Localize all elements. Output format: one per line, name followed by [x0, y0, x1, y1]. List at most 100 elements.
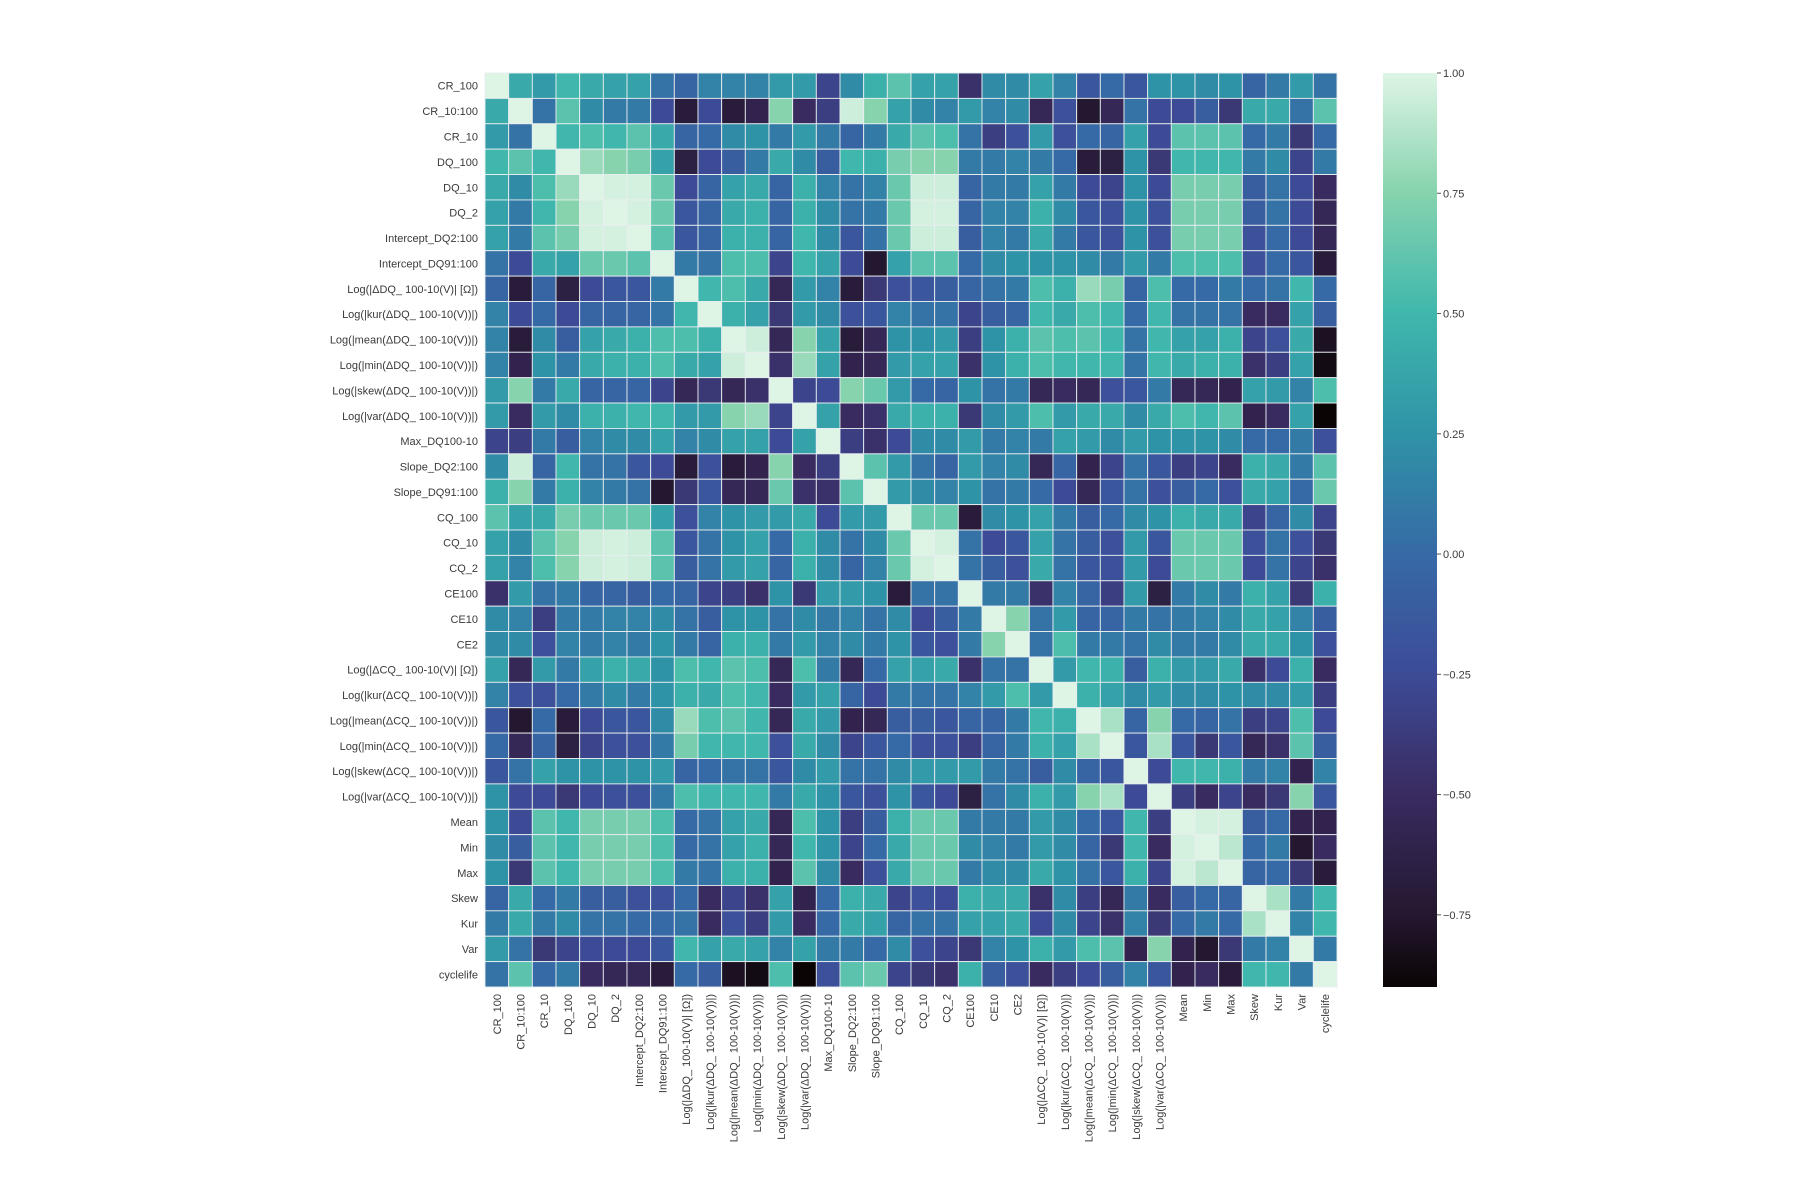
heatmap-cell [484, 453, 510, 480]
heatmap-cell [839, 326, 865, 353]
heatmap-cell [555, 631, 581, 658]
heatmap-cell [1312, 224, 1338, 252]
heatmap-cell [673, 326, 699, 353]
heatmap-cell [1028, 935, 1054, 963]
heatmap-cell [555, 224, 581, 252]
heatmap-cell [555, 301, 581, 328]
heatmap-cell [1123, 97, 1149, 125]
row-label: CE2 [457, 639, 478, 651]
heatmap-cell [1147, 758, 1172, 785]
heatmap-cell [1241, 783, 1267, 810]
heatmap-cell [1028, 148, 1054, 176]
heatmap-cell [863, 224, 888, 252]
heatmap-cell [1005, 732, 1030, 759]
row-label: Max [457, 868, 478, 880]
heatmap-cell [1052, 808, 1078, 836]
heatmap-cell [1123, 884, 1149, 912]
heatmap-cell [815, 97, 841, 125]
heatmap-cell [697, 72, 723, 99]
heatmap-cell [1194, 580, 1220, 607]
heatmap-cell [579, 961, 604, 988]
heatmap-cell [1099, 758, 1125, 785]
heatmap-cell [744, 707, 770, 734]
heatmap-cell [910, 732, 936, 759]
row-label: Log(|kur(ΔDQ_ 100-10(V))|) [342, 309, 478, 321]
heatmap-cell [1289, 808, 1314, 836]
heatmap-cell [555, 580, 581, 607]
heatmap-cell [508, 453, 533, 480]
heatmap-cell [1076, 808, 1101, 836]
heatmap-cell [1123, 859, 1149, 886]
heatmap-cell [531, 97, 557, 125]
heatmap-cell [1005, 250, 1030, 277]
heatmap-cell [1241, 884, 1267, 912]
heatmap-cell [910, 275, 936, 302]
heatmap-cell [1194, 884, 1220, 912]
heatmap-cell [981, 377, 1007, 404]
heatmap-cell [957, 123, 983, 150]
heatmap-cell [768, 631, 794, 658]
heatmap-cell [839, 97, 865, 125]
heatmap-cell [531, 834, 557, 861]
heatmap-cell [1241, 631, 1267, 658]
heatmap-cell [1194, 402, 1220, 429]
heatmap-cell [1147, 123, 1172, 150]
heatmap-cell [484, 910, 510, 937]
heatmap-cell [1099, 961, 1125, 988]
heatmap-cell [650, 301, 675, 328]
heatmap-cell [957, 834, 983, 861]
heatmap-cell [697, 631, 723, 658]
heatmap-cell [1194, 377, 1220, 404]
row-label: Log(|skew(ΔDQ_ 100-10(V))|) [332, 385, 478, 397]
heatmap-cell [650, 707, 675, 734]
heatmap-cell [673, 275, 699, 302]
heatmap-cell [910, 961, 936, 988]
heatmap-cell [1289, 961, 1314, 988]
heatmap-cell [934, 631, 959, 658]
heatmap-cell [626, 224, 652, 252]
heatmap-cell [1241, 275, 1267, 302]
heatmap-cell [1289, 174, 1314, 201]
heatmap-cell [934, 808, 959, 836]
heatmap-cell [1147, 783, 1172, 810]
heatmap-cell [886, 758, 912, 785]
heatmap-cell [579, 478, 604, 506]
heatmap-cell [839, 174, 865, 201]
heatmap-cell [626, 453, 652, 480]
heatmap-cell [839, 884, 865, 912]
heatmap-cell [697, 301, 723, 328]
heatmap-cell [768, 148, 794, 176]
row-label: Log(|var(ΔCQ_ 100-10(V))|) [342, 792, 478, 804]
heatmap-cell [673, 605, 699, 633]
row-label: cyclelife [439, 969, 478, 981]
heatmap-cell [626, 174, 652, 201]
colorbar-tick-label: −0.50 [1443, 790, 1471, 802]
heatmap-cell [721, 732, 746, 759]
heatmap-cell [673, 97, 699, 125]
heatmap-cell [508, 402, 533, 429]
colorbar-tick-label: −0.75 [1443, 910, 1471, 922]
heatmap-cell [934, 605, 959, 633]
heatmap-cell [1052, 402, 1078, 429]
heatmap-cell [1194, 351, 1220, 379]
column-label: CQ_100 [894, 994, 906, 1035]
heatmap-cell [673, 224, 699, 252]
heatmap-cell [957, 174, 983, 201]
heatmap-cell [839, 148, 865, 176]
heatmap-cell [744, 884, 770, 912]
heatmap-cell [531, 910, 557, 937]
heatmap-cell [1052, 72, 1078, 99]
heatmap-cell [1289, 783, 1314, 810]
heatmap-cell [792, 174, 817, 201]
heatmap-cell [697, 123, 723, 150]
row-label: Kur [461, 919, 478, 931]
heatmap-cell [721, 301, 746, 328]
heatmap-cell [1218, 97, 1243, 125]
heatmap-cell [1076, 783, 1101, 810]
heatmap-cell [1241, 377, 1267, 404]
heatmap-cell [744, 402, 770, 429]
heatmap-cell [934, 681, 959, 709]
heatmap-cell [1312, 275, 1338, 302]
heatmap-cell [1241, 72, 1267, 99]
heatmap-cell [934, 72, 959, 99]
